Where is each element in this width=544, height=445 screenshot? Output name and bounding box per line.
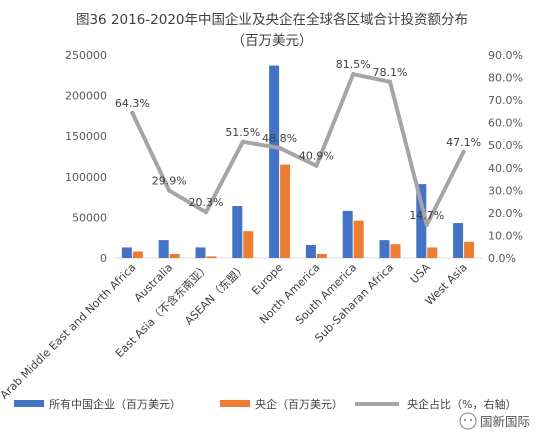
bar-all-enterprises: [158, 240, 169, 258]
y-left-tick-label: 250000: [65, 49, 107, 62]
y-left-tick-label: 200000: [65, 90, 107, 103]
wechat-icon: [459, 412, 477, 430]
bar-all-enterprises: [121, 247, 132, 258]
y-right-tick-label: 40.0%: [488, 162, 523, 175]
bar-central-soe: [427, 247, 438, 258]
line-point: [240, 139, 245, 145]
x-tick-label: Europe: [249, 261, 286, 298]
line-point: [351, 71, 356, 77]
y-left-tick-label: 50000: [72, 211, 107, 224]
line-point: [203, 210, 209, 215]
bar-central-soe: [243, 231, 254, 258]
line-point-label: 81.5%: [336, 58, 371, 71]
bar-central-soe: [169, 253, 180, 258]
line-point-label: 78.1%: [373, 66, 408, 79]
line-point: [424, 222, 429, 228]
bar-central-soe: [390, 244, 401, 258]
y-right-tick-label: 0.0%: [488, 252, 516, 265]
bar-all-enterprises: [379, 240, 390, 258]
bar-central-soe: [206, 256, 217, 258]
y-right-tick-label: 70.0%: [488, 94, 523, 107]
bar-all-enterprises: [269, 65, 280, 258]
line-point-label: 29.9%: [152, 175, 187, 188]
wechat-icon-eye-left: [463, 418, 467, 422]
chart-subtitle: （百万美元）: [232, 33, 313, 49]
wechat-icon-eye-right: [469, 418, 473, 422]
bar-all-enterprises: [305, 245, 316, 258]
y-right-tick-label: 30.0%: [488, 184, 523, 197]
line-point-label: 40.9%: [299, 150, 334, 163]
line-point-label: 20.3%: [189, 196, 224, 209]
watermark-text: 国新国际: [480, 414, 530, 429]
line-point-label: 14.7%: [409, 209, 444, 222]
legend-swatch: [220, 400, 250, 407]
legend-swatch: [14, 400, 44, 407]
line-central-soe-share: [130, 72, 466, 227]
y-right-tick-label: 50.0%: [488, 139, 523, 152]
line-point: [277, 145, 282, 151]
y-right-tick-label: 20.0%: [488, 207, 523, 220]
bar-central-soe: [464, 241, 475, 258]
line-point: [167, 188, 172, 193]
legend-label: 所有中国企业（百万美元）: [49, 397, 181, 411]
line-point-label: 47.1%: [446, 136, 481, 149]
y-right-tick-label: 10.0%: [488, 229, 523, 242]
line-point-label: 51.5%: [225, 126, 260, 139]
bar-all-enterprises: [416, 184, 427, 258]
y-left-tick-label: 150000: [65, 130, 107, 143]
bar-all-enterprises: [453, 223, 464, 258]
bar-central-soe: [280, 164, 291, 258]
bar-all-enterprises: [342, 210, 353, 258]
line-point-label: 48.8%: [262, 132, 297, 145]
line-point: [387, 79, 393, 85]
bar-central-soe: [353, 220, 364, 258]
x-tick-label: Arab Middle East and North Africa: [0, 261, 139, 402]
y-left-tick-label: 100000: [65, 171, 107, 184]
bar-central-soe: [132, 251, 143, 258]
line-point: [130, 110, 135, 116]
legend-label: 央企占比（%，右轴）: [407, 397, 516, 411]
y-right-tick-label: 80.0%: [488, 72, 523, 85]
x-tick-label: USA: [408, 261, 434, 287]
line-point: [314, 163, 319, 168]
chart-title: 图36 2016-2020年中国企业及央企在全球各区域合计投资额分布: [76, 11, 468, 28]
y-right-tick-label: 90.0%: [488, 49, 523, 62]
y-left-tick-label: 0: [100, 252, 107, 265]
bar-all-enterprises: [195, 247, 206, 258]
bar-central-soe: [316, 253, 327, 258]
line-point: [461, 149, 466, 154]
y-right-tick-label: 60.0%: [488, 117, 523, 130]
legend-label: 央企（百万美元）: [255, 397, 343, 411]
bar-all-enterprises: [232, 206, 243, 258]
line-point-label: 64.3%: [115, 97, 150, 110]
